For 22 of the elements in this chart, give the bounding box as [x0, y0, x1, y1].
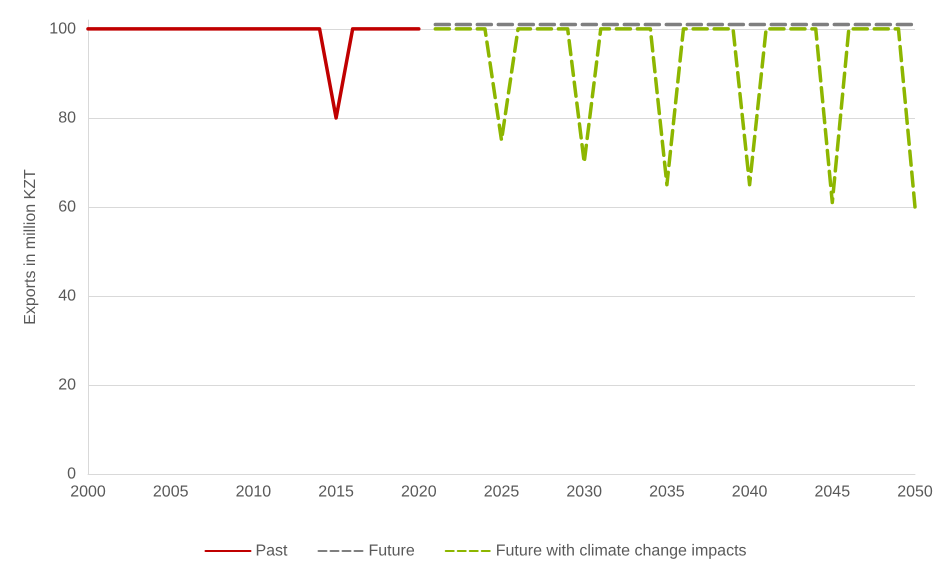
x-tick-label: 2000	[70, 484, 106, 500]
legend-label: Future	[368, 542, 415, 560]
y-tick-label: 0	[67, 466, 76, 482]
y-tick-label: 20	[58, 376, 76, 394]
line-series	[434, 27, 917, 209]
y-tick-label: 40	[58, 287, 76, 304]
x-tick-label: 2030	[566, 484, 602, 500]
y-tick-label: 60	[58, 198, 76, 216]
x-tick-label: 2010	[236, 484, 272, 500]
x-tick-label: 2045	[814, 484, 850, 500]
y-axis-title: Exports in million KZT	[22, 168, 39, 325]
y-tick-label: 80	[58, 109, 76, 126]
legend-label: Past	[255, 542, 288, 560]
x-tick-label: 2040	[732, 484, 768, 500]
x-tick-label: 2050	[897, 484, 933, 500]
x-tick-label: 2015	[318, 484, 354, 500]
legend-label: Future with climate change impacts	[496, 542, 747, 560]
x-tick-label: 2025	[484, 484, 520, 500]
x-tick-label: 2020	[401, 484, 437, 500]
x-tick-label: 2005	[152, 484, 189, 500]
x-tick-label: 2035	[649, 484, 685, 500]
y-tick-label: 100	[49, 20, 76, 38]
